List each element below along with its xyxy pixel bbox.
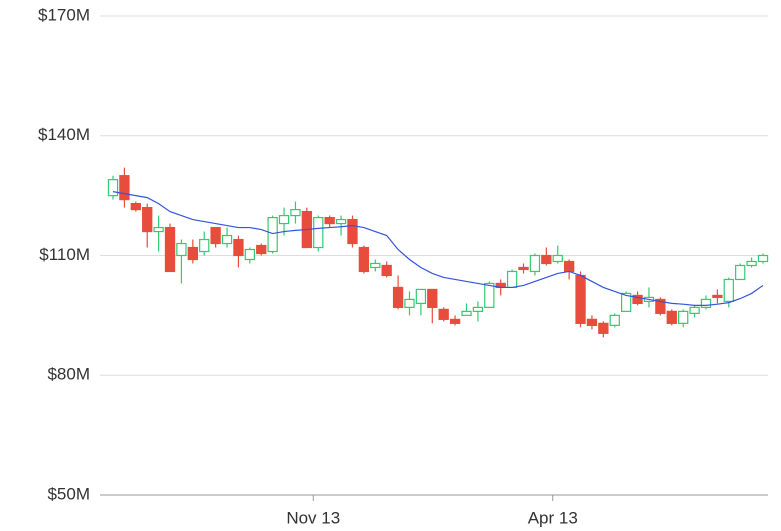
candle-body	[735, 264, 746, 281]
y-tick-label: $140M	[38, 125, 90, 144]
candle-body	[267, 216, 278, 253]
candle-body	[187, 246, 198, 261]
candle-body	[689, 306, 700, 314]
candle-body	[415, 288, 427, 305]
candle-body	[541, 254, 552, 265]
candle-body	[586, 318, 598, 326]
y-tick-label: $80M	[47, 365, 90, 384]
candle-body	[427, 288, 438, 308]
candle-body	[472, 306, 484, 312]
candle-body	[370, 262, 381, 269]
candle-body	[666, 310, 677, 324]
x-tick-label: Apr 13	[528, 508, 578, 527]
y-tick-label: $170M	[38, 5, 90, 24]
y-tick-label: $50M	[47, 484, 90, 503]
candle-body	[461, 310, 472, 316]
candle-body	[392, 286, 404, 308]
candle-body	[347, 218, 358, 245]
candle-body	[757, 254, 769, 263]
candle-body	[176, 242, 187, 257]
candle-body	[358, 246, 370, 273]
candle-body	[723, 278, 734, 303]
candle-body	[575, 274, 586, 324]
candle-body	[153, 226, 164, 233]
candle-body	[632, 294, 643, 304]
x-tick-label: Nov 13	[286, 508, 340, 527]
candle-body	[130, 203, 141, 211]
candle-body	[529, 254, 541, 273]
candle-body	[700, 298, 712, 308]
candle-body	[620, 292, 632, 312]
candle-body	[244, 248, 256, 261]
candle-body	[506, 270, 518, 289]
candle-body	[107, 179, 119, 197]
candle-body	[313, 216, 324, 249]
candle-body	[119, 175, 130, 201]
candle-body	[221, 234, 233, 245]
candle-body	[256, 244, 267, 255]
candle-body	[438, 308, 449, 320]
candle-body	[324, 216, 335, 225]
candle-body	[449, 318, 461, 324]
candle-body	[678, 310, 689, 324]
candle-body	[484, 282, 495, 308]
candle-body	[233, 238, 244, 257]
candle-body	[142, 207, 153, 233]
candle-body	[381, 264, 392, 277]
candle-body	[404, 298, 415, 308]
candle-body	[164, 226, 176, 273]
candle-body	[609, 314, 620, 326]
candle-body	[746, 260, 757, 267]
candle-body	[518, 266, 529, 271]
candle-body	[563, 260, 575, 273]
candle-body	[552, 254, 563, 263]
candle-body	[199, 238, 210, 253]
candle-body	[335, 218, 347, 225]
candle-body	[290, 208, 301, 217]
candle-body	[712, 294, 723, 299]
candle-body	[278, 214, 290, 225]
candle-body	[210, 226, 221, 245]
y-tick-label: $110M	[39, 245, 90, 264]
moving-average-line	[112, 191, 764, 306]
candle-body	[655, 298, 666, 314]
candle-body	[598, 322, 609, 334]
